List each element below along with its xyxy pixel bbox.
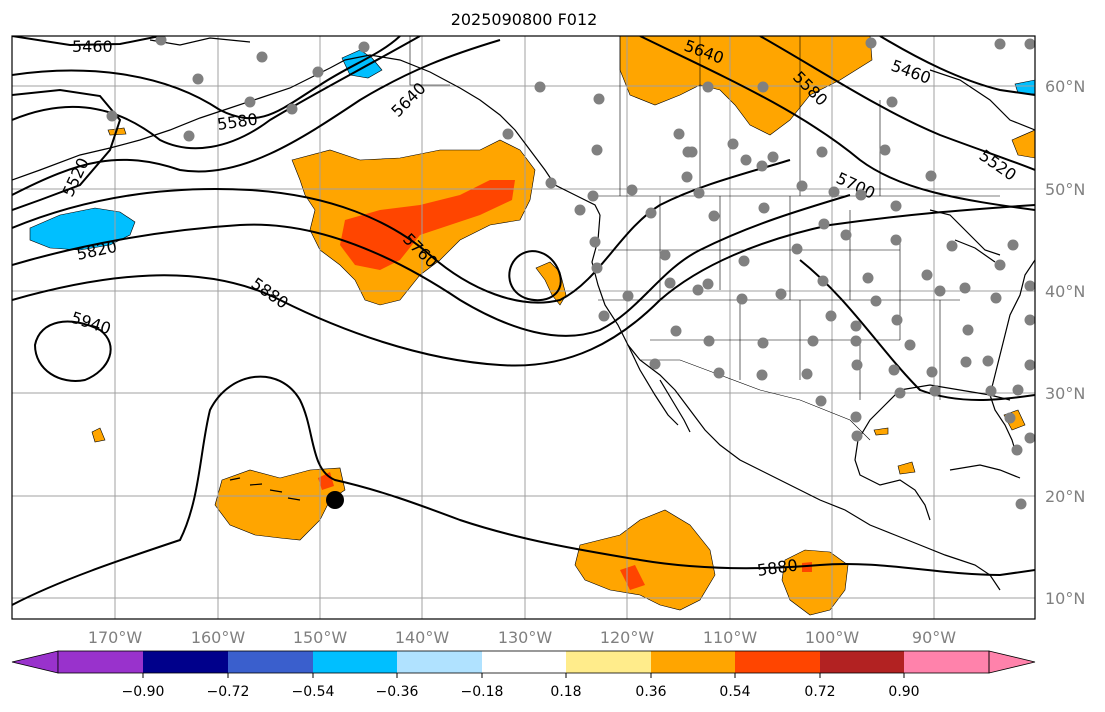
contour-east-4 <box>799 259 1035 401</box>
colorbar-tick-label: −0.90 <box>122 684 165 700</box>
colorbar-swatch <box>566 651 651 673</box>
map-background <box>12 36 1035 619</box>
lat-tick-label: 20°N <box>1045 487 1085 506</box>
contour-5760 <box>12 159 791 304</box>
colorbar-extend-max <box>988 650 1036 674</box>
colorbar-swatch <box>228 651 313 673</box>
lat-tick-label: 60°N <box>1045 77 1085 96</box>
anomaly-region-sw-pacific <box>91 427 106 443</box>
colorbar-tick-label: 0.36 <box>635 684 666 700</box>
colorbar-swatch <box>143 651 228 673</box>
anomaly-region-negative-east <box>1014 79 1035 95</box>
contour-5460 <box>12 36 161 47</box>
filled-anomaly-field <box>29 36 1035 616</box>
colorbar-outline <box>57 650 990 674</box>
contour-5640-w <box>12 36 421 150</box>
colorbar-swatch <box>904 651 989 673</box>
colorbar-swatch <box>735 651 820 673</box>
height-contours <box>12 36 1035 606</box>
lon-tick-label: 150°W <box>293 628 348 647</box>
contour-east-3 <box>639 36 1035 211</box>
lon-axis: 170°W 160°W 150°W 140°W 130°W 120°W 110°… <box>88 628 956 647</box>
lat-tick-label: 10°N <box>1045 589 1085 608</box>
anomaly-region-hudson <box>1011 129 1035 159</box>
colorbar-tick-label: −0.36 <box>376 684 419 700</box>
contour-5940 <box>33 320 112 382</box>
lon-tick-label: 100°W <box>805 628 860 647</box>
coastlines <box>12 37 1035 591</box>
map-title: 2025090800 F012 <box>450 10 598 29</box>
colorbar-tick-label: −0.72 <box>207 684 250 700</box>
lon-tick-label: 110°W <box>703 628 758 647</box>
contour-east-2 <box>759 36 1035 171</box>
colorbar-tick-label: 0.54 <box>719 684 750 700</box>
lat-axis: 10°N 20°N 30°N 40°N 50°N 60°N <box>1045 77 1085 608</box>
anomaly-region-hawaii <box>214 467 346 541</box>
lon-tick-label: 140°W <box>395 628 450 647</box>
lat-tick-label: 30°N <box>1045 384 1085 403</box>
colorbar-swatch <box>397 651 482 673</box>
contour-east-1 <box>879 36 1035 96</box>
anomaly-region-pacific-core <box>340 180 515 270</box>
lon-tick-label: 90°W <box>912 628 956 647</box>
lat-tick-label: 50°N <box>1045 180 1085 199</box>
map-frame <box>11 35 1036 620</box>
colorbar: −0.90 −0.72 −0.54 −0.36 −0.18 0.18 0.36 … <box>11 650 1036 700</box>
political-borders <box>409 36 1000 441</box>
colorbar-tick-label: 0.18 <box>550 684 581 700</box>
colorbar-tick-label: −0.18 <box>461 684 504 700</box>
colorbar-tick-label: 0.90 <box>888 684 919 700</box>
anomaly-region-gulf <box>897 461 916 475</box>
colorbar-swatch <box>651 651 735 673</box>
contour-5520 <box>12 88 122 211</box>
station-markers <box>106 36 1035 510</box>
colorbar-swatch <box>482 651 566 673</box>
anomaly-region-epac-west-core <box>620 565 645 590</box>
contour-5880-loop <box>508 250 562 302</box>
colorbar-swatch <box>313 651 397 673</box>
contour-5700-w <box>12 39 501 196</box>
colorbar-swatch <box>58 651 143 673</box>
anomaly-region-negative-west <box>29 207 136 251</box>
lon-tick-label: 160°W <box>191 628 246 647</box>
contour-5820 <box>12 194 851 337</box>
contour-5880-south <box>12 375 1035 606</box>
contour-5580-w <box>12 36 401 120</box>
lon-tick-label: 120°W <box>600 628 655 647</box>
colorbar-tick-label: −0.54 <box>292 684 335 700</box>
lon-tick-label: 130°W <box>498 628 553 647</box>
colorbar-extend-min <box>11 650 59 674</box>
colorbar-swatch <box>820 651 904 673</box>
contour-5880 <box>12 204 1035 367</box>
lat-tick-label: 40°N <box>1045 282 1085 301</box>
lon-tick-label: 170°W <box>88 628 143 647</box>
colorbar-tick-label: 0.72 <box>804 684 835 700</box>
tropical-storm-marker <box>326 491 344 509</box>
anomaly-region-gulf-2 <box>873 427 889 436</box>
contour-label: 5460 <box>72 37 113 56</box>
graticule <box>12 36 1035 619</box>
